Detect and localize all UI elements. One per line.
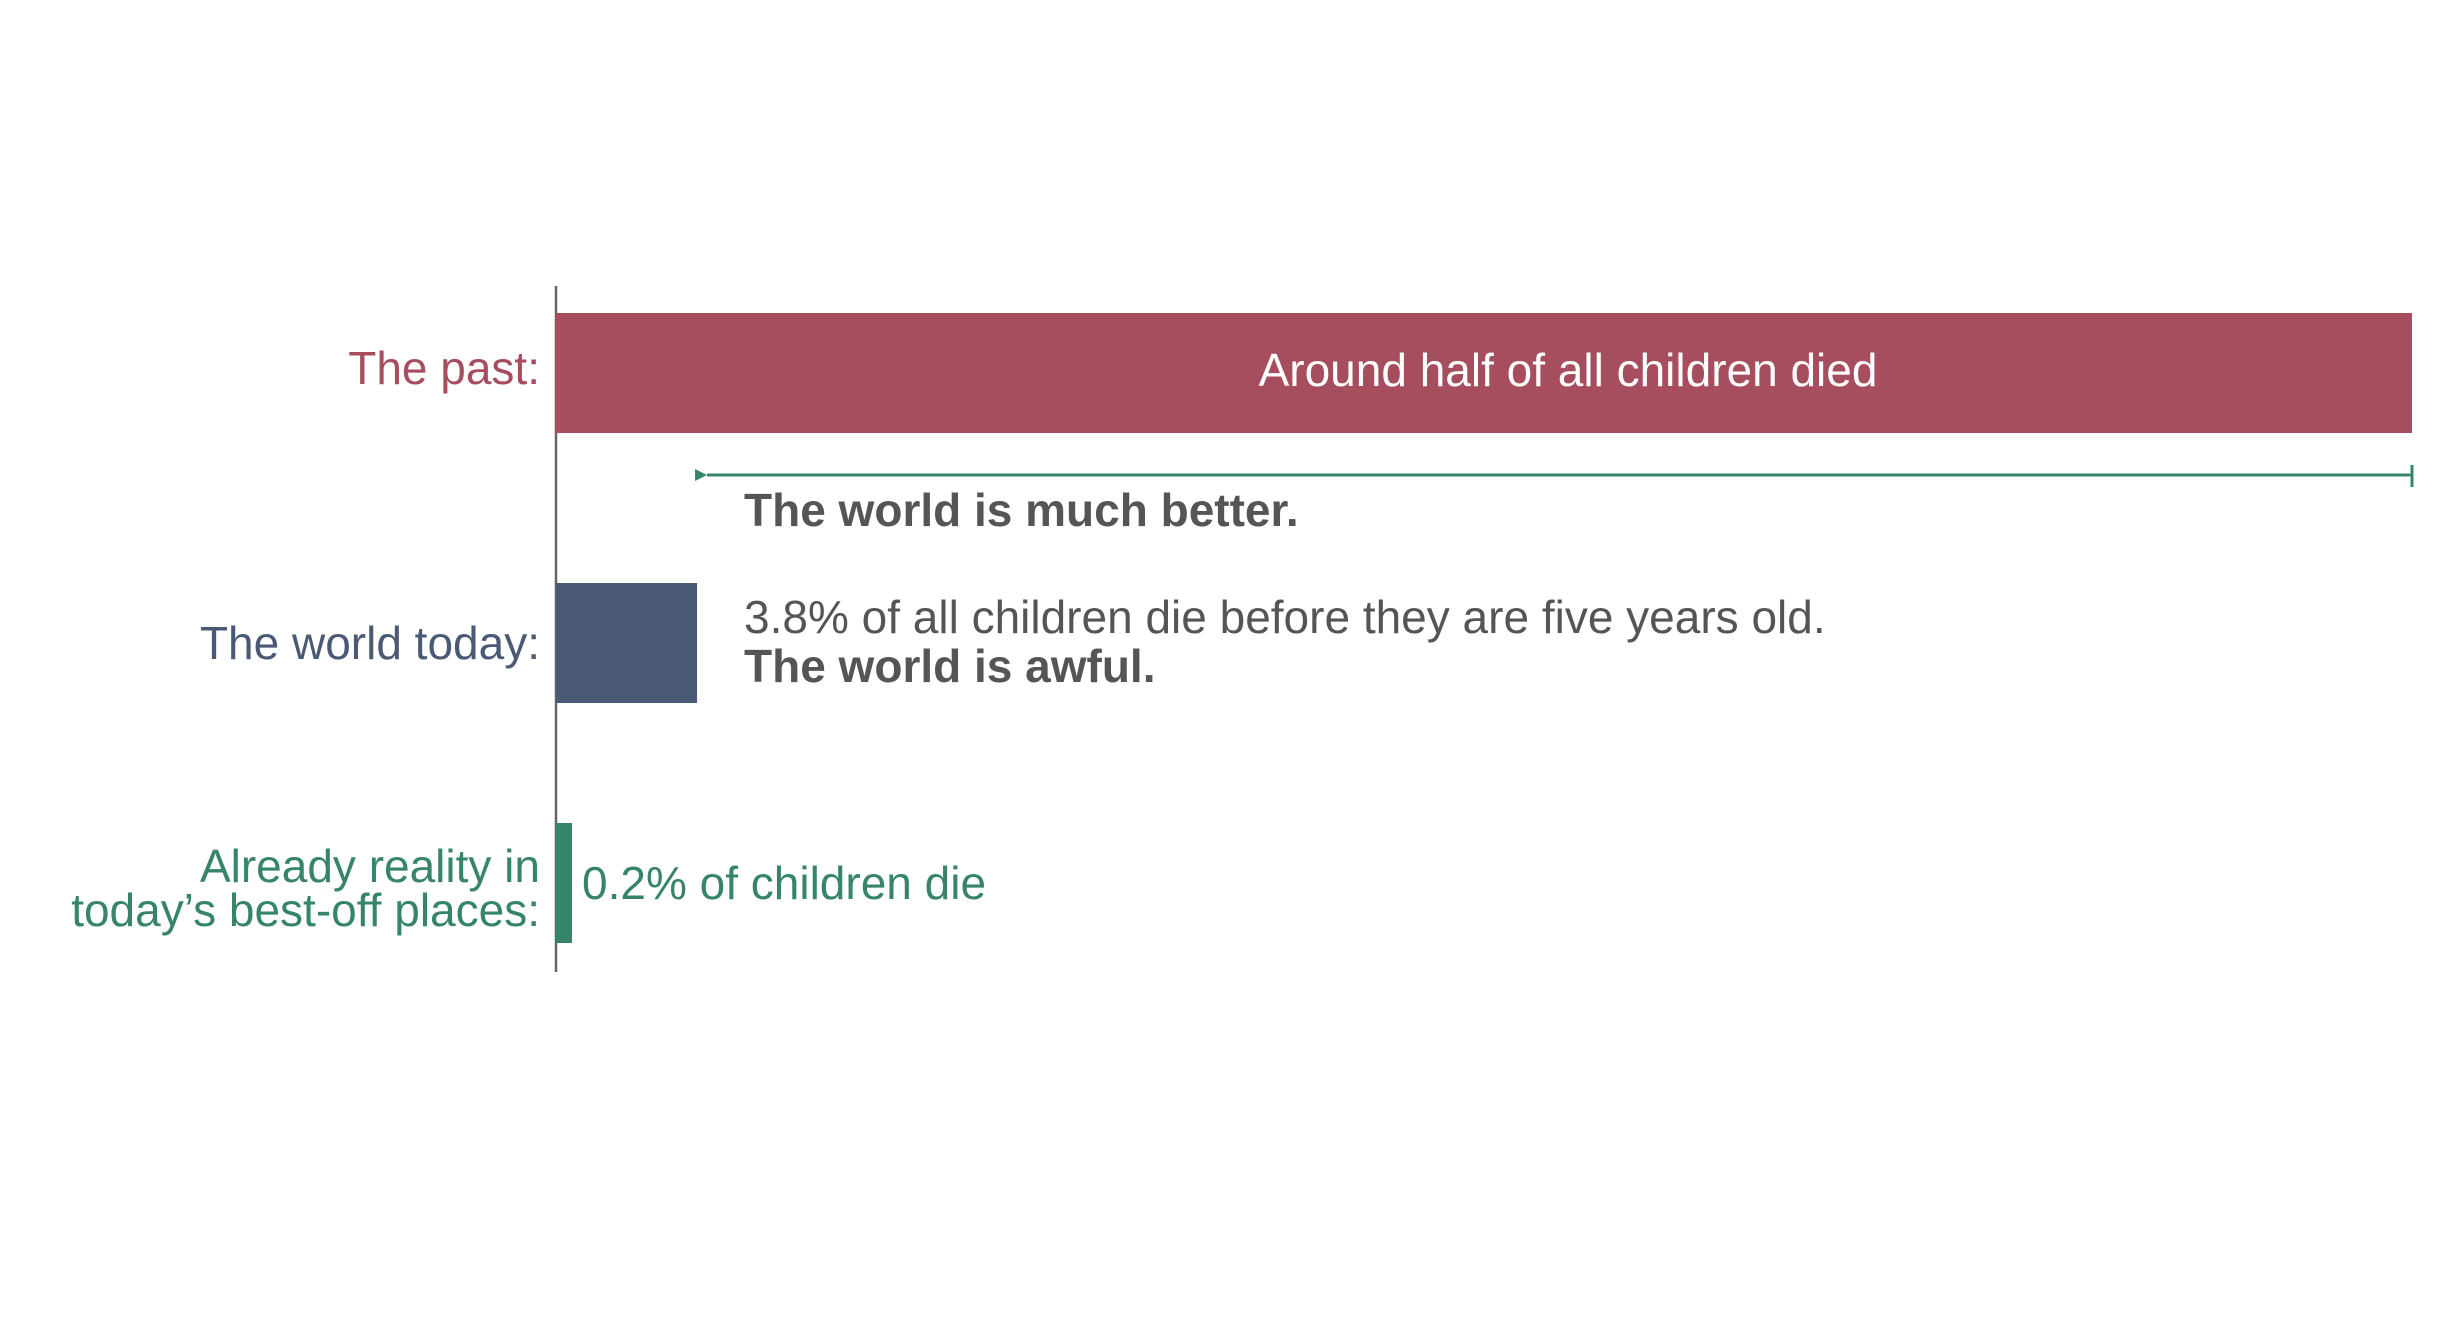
bar-best xyxy=(556,823,572,943)
bar-past xyxy=(556,313,2412,433)
annotation-awful: The world is awful. xyxy=(744,640,1155,692)
category-label-best-line2: today’s best-off places: xyxy=(71,884,540,936)
bar-label-today: 3.8% of all children die before they are… xyxy=(744,591,1826,643)
bar-label-best: 0.2% of children die xyxy=(582,857,986,909)
category-label-today: The world today: xyxy=(200,617,540,669)
bar-today xyxy=(556,583,698,703)
category-label-best-line1: Already reality in xyxy=(200,840,540,892)
bar-label-past: Around half of all children died xyxy=(1259,344,1878,396)
category-label-past: The past: xyxy=(348,342,540,394)
annotation-much-better: The world is much better. xyxy=(744,484,1299,536)
